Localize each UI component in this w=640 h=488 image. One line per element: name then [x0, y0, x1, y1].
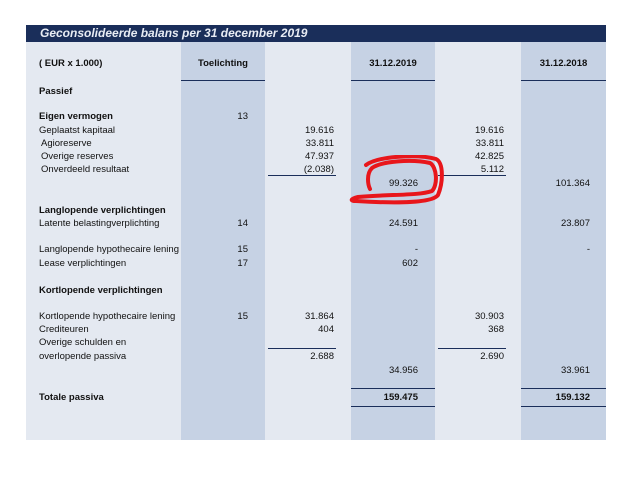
value-2019: 602 [402, 258, 418, 269]
value-2019: - [414, 244, 418, 255]
row-label: Agioreserve [41, 138, 92, 149]
value-2018: - [586, 244, 590, 255]
col-2019-band [351, 42, 435, 440]
value-2018-sub: 42.825 [474, 151, 504, 162]
row-label: overlopende passiva [39, 351, 127, 362]
title-bar: Geconsolideerde balans per 31 december 2… [26, 25, 606, 42]
note-column-band [181, 42, 265, 440]
kort-total-2018: 33.961 [560, 365, 590, 376]
value-2019-sub: 2.688 [310, 351, 334, 362]
ev-total-2018: 101.364 [555, 178, 590, 189]
subtotal-rule [438, 175, 506, 176]
section-passief: Passief [39, 86, 73, 97]
value-2019: 24.591 [388, 218, 418, 229]
header-rule [181, 80, 265, 81]
value-2019-sub: 47.937 [304, 151, 334, 162]
total-2018: 159.132 [555, 392, 590, 403]
subtotal-rule [438, 348, 506, 349]
note-value: 17 [237, 258, 248, 269]
ev-total-2019: 99.326 [388, 178, 418, 189]
total-rule [521, 406, 606, 407]
date-2018-header: 31.12.2018 [539, 58, 588, 69]
header-rule [351, 80, 435, 81]
red-circle-annotation [349, 155, 444, 205]
table-panel [26, 42, 606, 440]
page-title: Geconsolideerde balans per 31 december 2… [40, 26, 308, 40]
value-2018-sub: 368 [488, 324, 504, 335]
note-value: 14 [237, 218, 248, 229]
row-label: Geplaatst kapitaal [39, 125, 116, 136]
value-2018-sub: 30.903 [474, 311, 504, 322]
value-2018-sub: 19.616 [474, 125, 504, 136]
unit-header: ( EUR x 1.000) [39, 58, 103, 69]
note-value: 15 [237, 311, 248, 322]
header-rule [521, 80, 606, 81]
value-2018-sub: 5.112 [480, 164, 504, 175]
total-rule [351, 406, 435, 407]
subtotal-rule [268, 175, 336, 176]
note-13: 13 [237, 111, 248, 122]
row-label: Crediteuren [39, 324, 89, 335]
value-2019-sub: 33.811 [305, 138, 334, 149]
row-label: Lease verplichtingen [39, 258, 127, 269]
row-label: Onverdeeld resultaat [41, 164, 130, 175]
note-header: Toelichting [198, 58, 248, 69]
kort-total-2019: 34.956 [388, 365, 418, 376]
row-label-total: Totale passiva [39, 392, 104, 403]
date-2019-header: 31.12.2019 [369, 58, 417, 69]
note-value: 15 [237, 244, 248, 255]
section-langlopend: Langlopende verplichtingen [39, 205, 166, 216]
value-2018: 23.807 [560, 218, 590, 229]
section-eigen-vermogen: Eigen vermogen [39, 111, 113, 122]
row-label: Latente belastingverplichting [39, 218, 160, 229]
value-2019-sub: (2.038) [303, 164, 334, 175]
value-2019-sub: 31.864 [304, 311, 334, 322]
value-2018-sub: 2.690 [480, 351, 504, 362]
value-2018-sub: 33.811 [475, 138, 504, 149]
subtotal-rule [268, 348, 336, 349]
col-2018-band [521, 42, 606, 440]
row-label: Langlopende hypothecaire lening [39, 244, 179, 255]
total-2019: 159.475 [383, 392, 418, 403]
total-rule [521, 388, 606, 389]
value-2019-sub: 19.616 [304, 125, 334, 136]
section-kortlopend: Kortlopende verplichtingen [39, 285, 163, 296]
row-label: Overige schulden en [39, 337, 127, 348]
row-label: Overige reserves [41, 151, 114, 162]
value-2019-sub: 404 [318, 324, 334, 335]
total-rule [351, 388, 435, 389]
row-label: Kortlopende hypothecaire lening [39, 311, 176, 322]
